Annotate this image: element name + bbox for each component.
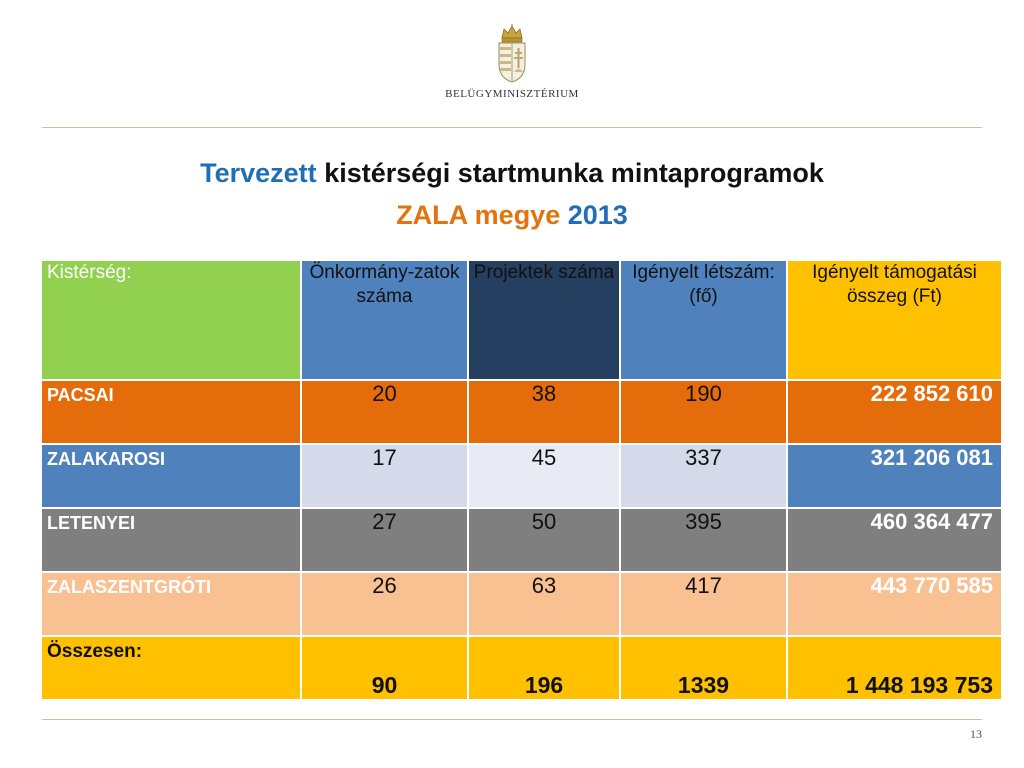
row-letszam: 190 — [619, 379, 788, 445]
row-osszeg: 222 852 610 — [786, 379, 1003, 445]
total-label: Összesen: — [40, 635, 302, 701]
row-onkormanyzat: 27 — [300, 507, 469, 573]
header-osszeg: Igényelt támogatási összeg (Ft) — [786, 259, 1003, 381]
header-divider — [42, 127, 982, 128]
table-row: ZALASZENTGRÓTI 26 63 417 443 770 585 — [40, 571, 1003, 637]
row-osszeg: 460 364 477 — [786, 507, 1003, 573]
footer-divider — [42, 719, 982, 720]
row-letszam: 395 — [619, 507, 788, 573]
row-onkormanyzat: 20 — [300, 379, 469, 445]
row-projekt: 63 — [467, 571, 621, 637]
page-title-line-2: ZALA megye 2013 — [0, 200, 1024, 231]
row-projekt: 38 — [467, 379, 621, 445]
total-letszam: 1339 — [619, 635, 788, 701]
table-row: PACSAI 20 38 190 222 852 610 — [40, 379, 1003, 445]
row-letszam: 337 — [619, 443, 788, 509]
hungarian-coat-of-arms-icon — [498, 24, 526, 83]
row-projekt: 45 — [467, 443, 621, 509]
row-name: LETENYEI — [40, 507, 302, 573]
table-row: LETENYEI 27 50 395 460 364 477 — [40, 507, 1003, 573]
table-total-row: Összesen: 90 196 1339 1 448 193 753 — [40, 635, 1003, 701]
title-year: 2013 — [567, 200, 628, 230]
header-onkormanyzatok: Önkormány-zatok száma — [300, 259, 469, 381]
total-onkormanyzat: 90 — [300, 635, 469, 701]
row-projekt: 50 — [467, 507, 621, 573]
row-osszeg: 443 770 585 — [786, 571, 1003, 637]
total-osszeg: 1 448 193 753 — [786, 635, 1003, 701]
ministry-name: BELÜGYMINISZTÉRIUM — [445, 88, 579, 100]
row-osszeg: 321 206 081 — [786, 443, 1003, 509]
row-letszam: 417 — [619, 571, 788, 637]
table-row: ZALAKAROSI 17 45 337 321 206 081 — [40, 443, 1003, 509]
title-county: ZALA megye — [396, 200, 561, 230]
row-name: ZALAKAROSI — [40, 443, 302, 509]
title-main-text: kistérségi startmunka mintaprogramok — [324, 158, 824, 188]
ministry-logo: BELÜGYMINISZTÉRIUM — [0, 24, 1024, 100]
header-kisterseg: Kistérség: — [40, 259, 302, 381]
total-projekt: 196 — [467, 635, 621, 701]
row-onkormanyzat: 26 — [300, 571, 469, 637]
row-onkormanyzat: 17 — [300, 443, 469, 509]
startmunka-table: Kistérség: Önkormány-zatok száma Projekt… — [40, 259, 1003, 701]
title-word-planned: Tervezett — [200, 158, 317, 188]
row-name: PACSAI — [40, 379, 302, 445]
page-number: 13 — [970, 727, 982, 741]
header-projektek: Projektek száma — [467, 259, 621, 381]
header-letszam: Igényelt létszám: (fő) — [619, 259, 788, 381]
row-name: ZALASZENTGRÓTI — [40, 571, 302, 637]
page-title-line-1: Tervezett kistérségi startmunka mintapro… — [0, 158, 1024, 189]
table-header-row: Kistérség: Önkormány-zatok száma Projekt… — [40, 259, 1003, 381]
